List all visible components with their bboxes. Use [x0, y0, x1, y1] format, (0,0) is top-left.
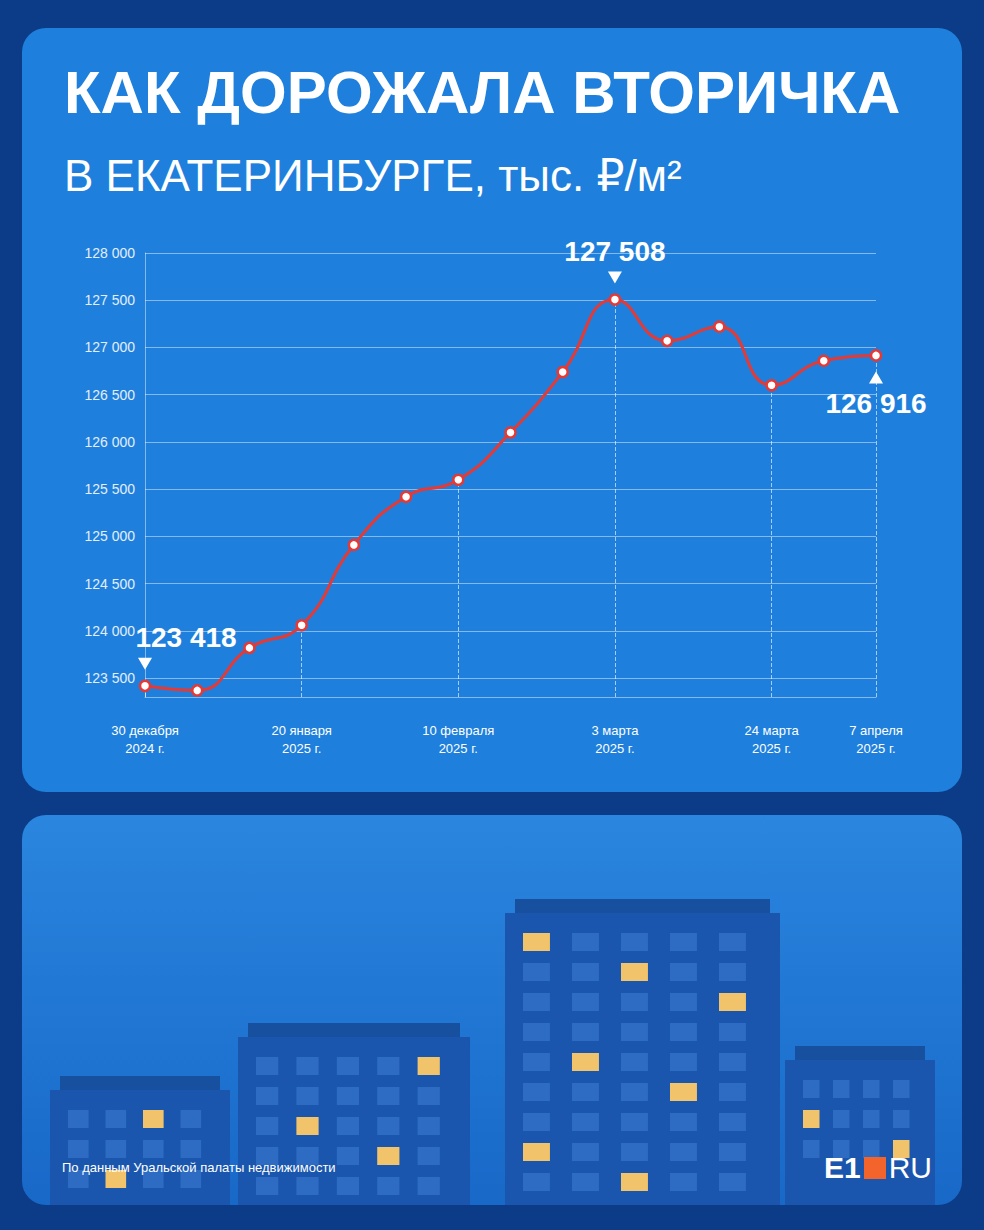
svg-text:125 500: 125 500 — [84, 481, 135, 497]
svg-text:2025 г.: 2025 г. — [595, 741, 634, 756]
html-text:По данным Уральской палаты нед: По данным Уральской палаты недвижимости — [62, 1160, 336, 1175]
svg-text:125 000: 125 000 — [84, 528, 135, 544]
svg-text:2025 г.: 2025 г. — [439, 741, 478, 756]
svg-text:3 марта: 3 марта — [591, 723, 639, 738]
svg-text:128 000: 128 000 — [84, 245, 135, 261]
html-text:E1: E1 — [824, 1151, 861, 1184]
svg-text:126 500: 126 500 — [84, 387, 135, 403]
svg-text:20 января: 20 января — [271, 723, 331, 738]
svg-text:30 декабря: 30 декабря — [111, 723, 179, 738]
svg-text:10 февраля: 10 февраля — [422, 723, 494, 738]
html-text:RU: RU — [888, 1151, 932, 1184]
svg-text:123 500: 123 500 — [84, 670, 135, 686]
svg-text:124 000: 124 000 — [84, 623, 135, 639]
svg-text:124 500: 124 500 — [84, 576, 135, 592]
svg-text:2025 г.: 2025 г. — [752, 741, 791, 756]
html-text:В ЕКАТЕРИНБУРГЕ, тыс. ₽/м²: В ЕКАТЕРИНБУРГЕ, тыс. ₽/м² — [64, 151, 682, 200]
svg-text:24 марта: 24 марта — [744, 723, 799, 738]
svg-text:7 апреля: 7 апреля — [849, 723, 903, 738]
html-text:КАК ДОРОЖАЛА ВТОРИЧКА: КАК ДОРОЖАЛА ВТОРИЧКА — [64, 59, 901, 126]
svg-text:126 916: 126 916 — [825, 388, 926, 419]
svg-text:2024 г.: 2024 г. — [125, 741, 164, 756]
svg-text:2025 г.: 2025 г. — [282, 741, 321, 756]
svg-text:127 000: 127 000 — [84, 339, 135, 355]
svg-text:127 500: 127 500 — [84, 292, 135, 308]
svg-text:127 508: 127 508 — [564, 236, 665, 267]
svg-text:2025 г.: 2025 г. — [856, 741, 895, 756]
svg-text:123 418: 123 418 — [135, 622, 236, 653]
svg-text:126 000: 126 000 — [84, 434, 135, 450]
